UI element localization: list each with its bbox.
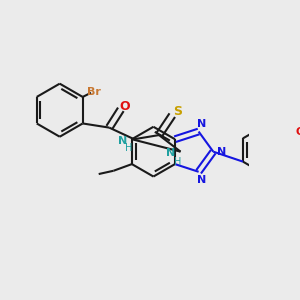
Text: O: O [120, 100, 130, 112]
Text: N: N [196, 175, 206, 185]
Text: S: S [173, 104, 182, 118]
Text: H: H [173, 157, 181, 166]
Text: N: N [217, 147, 226, 157]
Text: N: N [196, 118, 206, 129]
Text: H: H [125, 143, 133, 153]
Text: N: N [166, 148, 175, 158]
Text: N: N [118, 136, 127, 146]
Text: Br: Br [87, 87, 101, 97]
Text: O: O [295, 127, 300, 137]
